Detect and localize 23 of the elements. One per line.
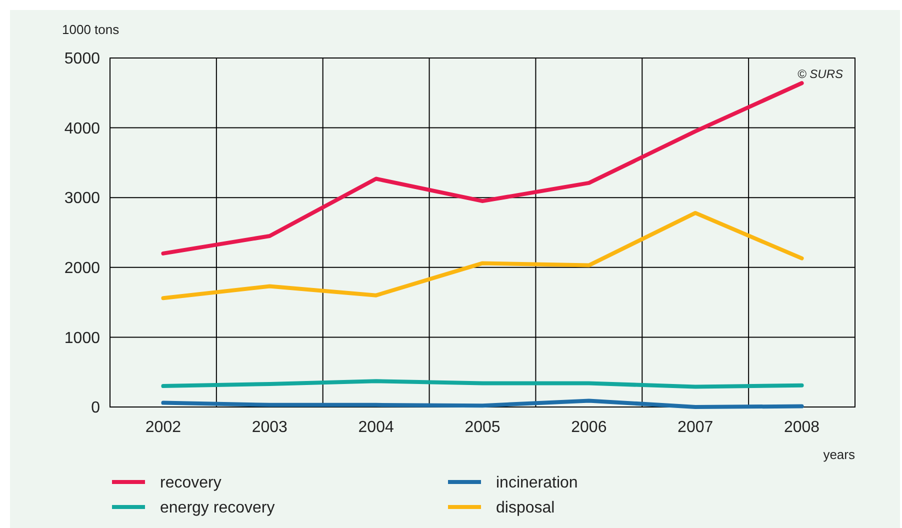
annotation: © SURS	[797, 67, 843, 81]
line-series	[161, 81, 804, 256]
y-tick-label: 5000	[64, 50, 100, 68]
x-tick-label: 2008	[784, 419, 820, 436]
y-tick-label: 2000	[64, 260, 100, 277]
y-tick-label: 4000	[64, 120, 100, 138]
line-series	[161, 210, 804, 300]
x-tick-label: 2003	[252, 419, 288, 436]
legend-label: incineration	[496, 474, 578, 492]
y-tick-label: 3000	[64, 190, 100, 208]
x-tick-label: 2005	[464, 419, 500, 436]
line-series	[161, 398, 804, 409]
x-tick-label: 2006	[571, 419, 607, 436]
x-tick-label: 2004	[358, 419, 394, 436]
x-axis-title: years	[823, 447, 856, 462]
x-tick-label: 2007	[678, 419, 714, 436]
y-tick-label: 1000	[64, 330, 100, 347]
legend-label: disposal	[496, 500, 555, 517]
legend-label: energy recovery	[160, 500, 275, 517]
legend-label: recovery	[160, 474, 222, 492]
y-axis-title: 1000 tons	[62, 22, 120, 37]
y-tick-label: 0	[91, 400, 100, 417]
x-tick-label: 2002	[145, 419, 182, 436]
